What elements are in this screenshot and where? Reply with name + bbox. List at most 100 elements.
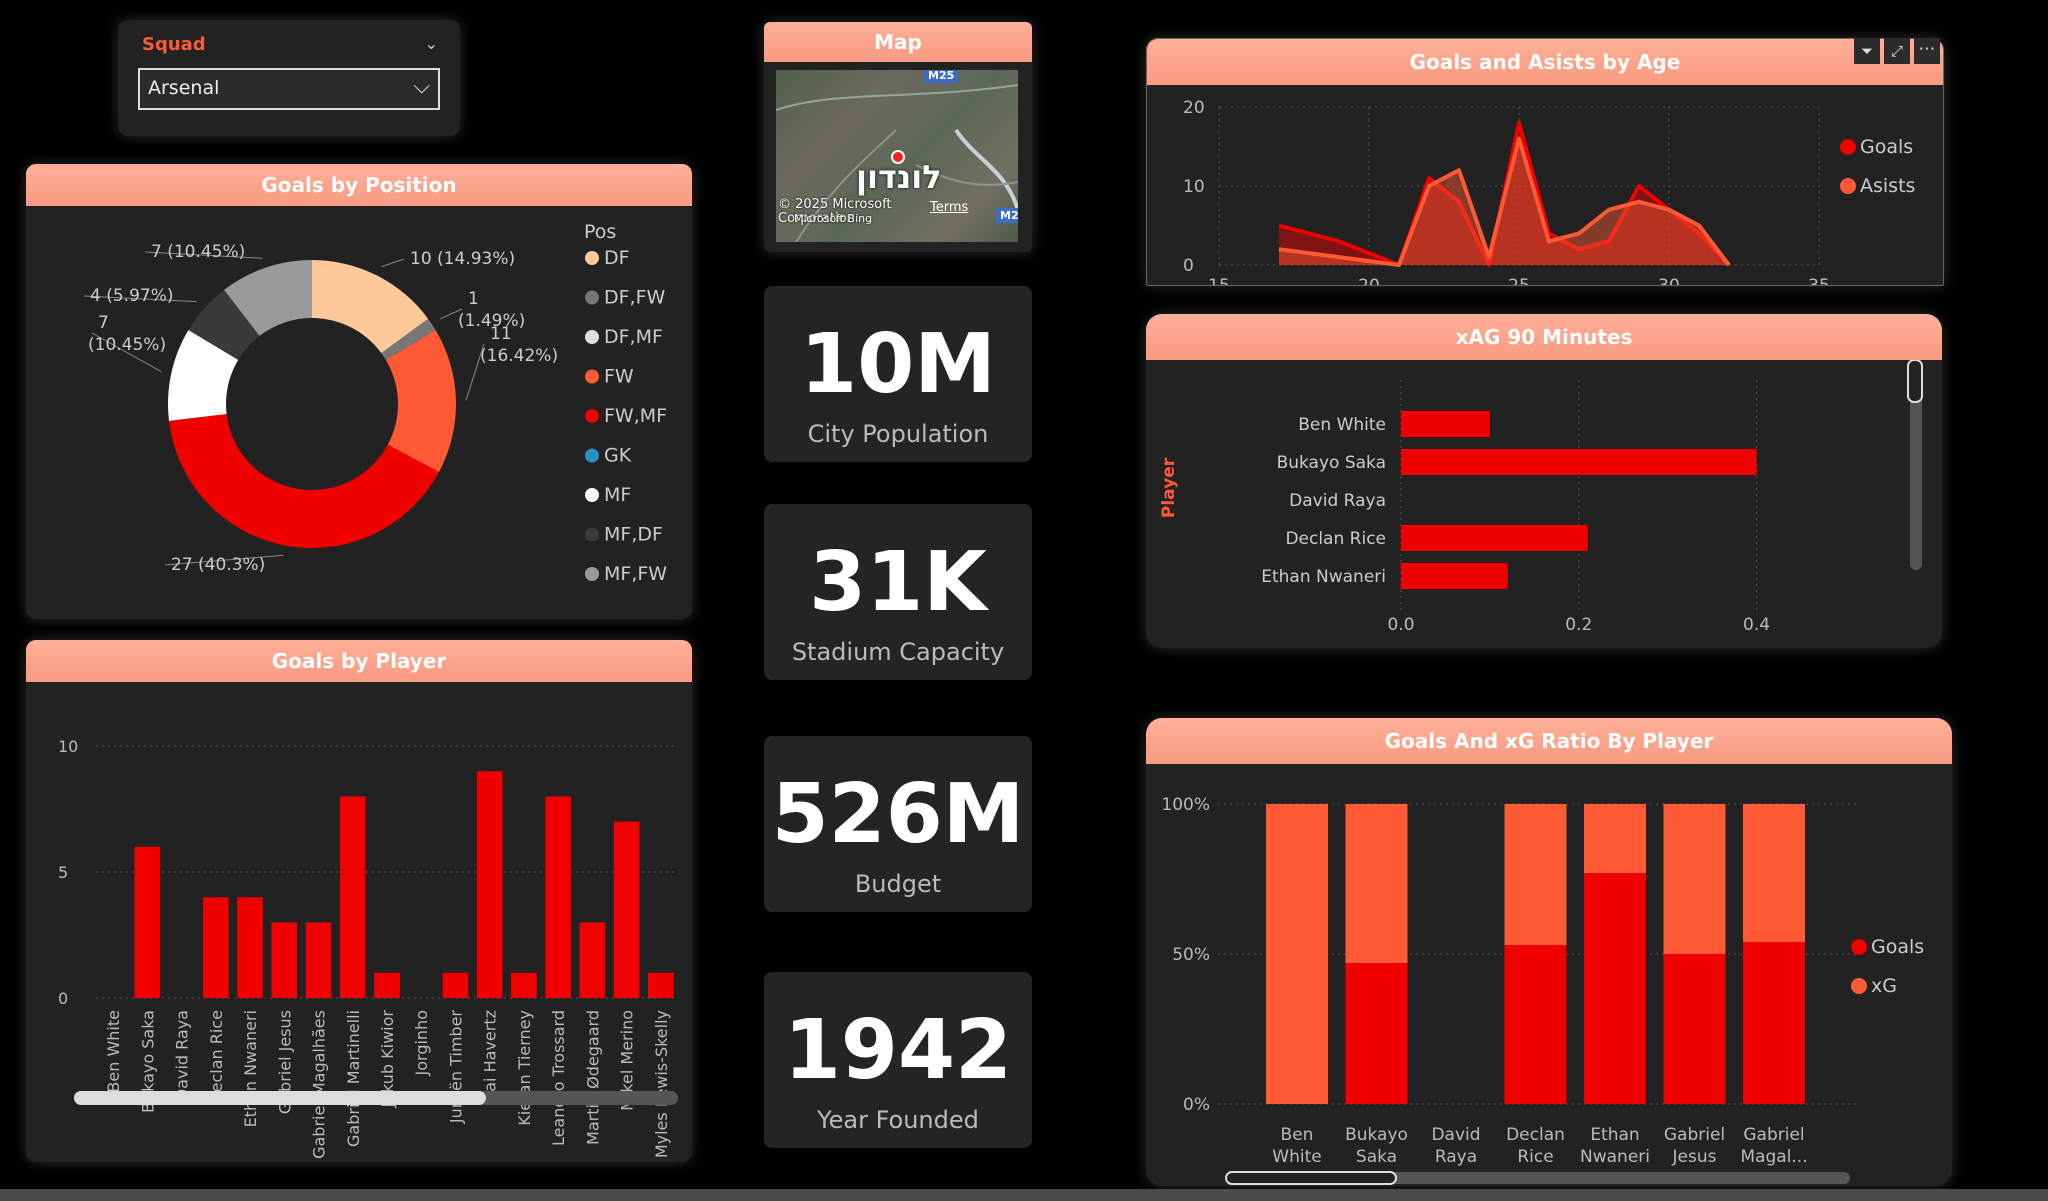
legend-swatch bbox=[585, 488, 599, 502]
x-tick-label-line1: Bukayo bbox=[1345, 1125, 1408, 1145]
squad-dropdown-value: Arsenal bbox=[148, 77, 220, 99]
legend-label: FW bbox=[604, 366, 634, 388]
legend-label: MF,DF bbox=[604, 524, 663, 546]
bar bbox=[545, 796, 572, 998]
goals-assists-by-age-title: Goals and Asists by Age bbox=[1147, 39, 1943, 85]
x-tick-label: 15 bbox=[1208, 276, 1230, 285]
bar-goals bbox=[1663, 954, 1726, 1104]
y-tick-label: 50% bbox=[1172, 945, 1210, 965]
y-axis-label: Player bbox=[1159, 457, 1179, 518]
x-tick-label: 0.2 bbox=[1565, 615, 1592, 635]
kpi-stadium-capacity: 31K Stadium Capacity bbox=[764, 504, 1032, 680]
donut-label-value: 11 bbox=[490, 324, 512, 344]
x-tick-label: Declan Rice bbox=[207, 1010, 226, 1105]
goals-xg-ratio-title: Goals And xG Ratio By Player bbox=[1146, 718, 1952, 764]
y-tick-label: Ethan Nwaneri bbox=[1261, 567, 1386, 587]
x-tick-label-line1: Gabriel bbox=[1664, 1125, 1725, 1145]
x-tick-label: Gabriel Magalhães bbox=[310, 1010, 329, 1159]
legend-swatch bbox=[585, 369, 599, 384]
legend-label: Goals bbox=[1860, 136, 1913, 158]
scrollbar-track bbox=[1910, 360, 1922, 570]
bar bbox=[648, 972, 674, 998]
bar-xg bbox=[1266, 804, 1328, 1104]
y-tick-label: 0% bbox=[1183, 1095, 1210, 1115]
road-label-top: M25 bbox=[924, 70, 959, 83]
donut-slice bbox=[385, 330, 457, 473]
legend-swatch bbox=[585, 527, 599, 542]
donut-slice bbox=[168, 330, 239, 421]
legend-swatch bbox=[585, 409, 599, 423]
leader-line bbox=[465, 343, 485, 401]
kpi-value: 10M bbox=[800, 317, 996, 412]
legend-label: MF bbox=[604, 484, 631, 506]
slicer-collapse-icon[interactable]: ⌄ bbox=[424, 34, 438, 53]
visual-toolbar: ⏷ ⤢ ⋯ bbox=[1854, 38, 1940, 64]
kpi-label: City Population bbox=[807, 420, 989, 448]
map-panel: Map M25 M20 לונדון © 2025 Microsoft Corp… bbox=[764, 22, 1032, 252]
map-bing-logo: Microsoft Bing bbox=[794, 212, 873, 225]
donut-label-value: 1 bbox=[468, 289, 479, 309]
bar-xg bbox=[1663, 804, 1726, 954]
x-tick-label: Jurriën Timber bbox=[446, 1010, 465, 1125]
x-tick-label-line1: David bbox=[1431, 1125, 1480, 1145]
filter-icon[interactable]: ⏷ bbox=[1854, 38, 1880, 64]
location-pin-icon[interactable] bbox=[891, 150, 905, 164]
donut-label-value: 7 bbox=[98, 313, 109, 333]
bar bbox=[476, 771, 503, 998]
donut-slice bbox=[168, 414, 439, 548]
x-tick-label: 25 bbox=[1508, 276, 1530, 285]
donut-data-label: 4 (5.97%) bbox=[83, 286, 197, 306]
more-options-icon[interactable]: ⋯ bbox=[1914, 38, 1940, 64]
focus-mode-icon[interactable]: ⤢ bbox=[1884, 38, 1910, 64]
leader-line bbox=[440, 308, 463, 320]
map-terms-link[interactable]: Terms bbox=[930, 200, 969, 215]
y-tick-label: 100% bbox=[1161, 795, 1210, 815]
x-tick-label: Myles Lewis-Skelly bbox=[652, 1010, 671, 1158]
squad-dropdown[interactable]: Arsenal ⌵ bbox=[138, 68, 440, 110]
xag-90-chart: 0.0 0.2 0.4 Ben White Bukayo Saka David Raya D… bbox=[1159, 360, 1923, 635]
y-tick-label: 0 bbox=[1183, 256, 1194, 276]
goals-assists-by-age-panel: Goals and Asists by Age 0 10 20 15 20 25 30 35 G… bbox=[1146, 38, 1944, 286]
goals-by-player-panel: Goals by Player 0 5 10 Ben White Bukayo Saka… bbox=[26, 640, 692, 1162]
bar bbox=[202, 897, 229, 998]
donut-slice bbox=[381, 318, 436, 360]
legend-label: Goals bbox=[1871, 936, 1924, 958]
legend-label: FW,MF bbox=[604, 405, 667, 427]
goals-xg-ratio-panel: Goals And xG Ratio By Player 0% 50% 100% Be… bbox=[1146, 718, 1952, 1186]
scrollbar-thumb[interactable] bbox=[74, 1091, 486, 1105]
bar bbox=[134, 846, 161, 998]
x-tick-label: Kai Havertz bbox=[481, 1010, 500, 1102]
y-tick-label: 0 bbox=[58, 989, 68, 1008]
legend-label: xG bbox=[1871, 975, 1897, 997]
legend-swatch bbox=[585, 251, 599, 265]
chevron-down-icon: ⌵ bbox=[413, 74, 430, 99]
x-tick-label: 20 bbox=[1358, 276, 1380, 285]
x-tick-label: Ben White bbox=[104, 1010, 123, 1093]
legend-label: MF,FW bbox=[604, 563, 667, 585]
donut-data-label: 10 (14.93%) bbox=[381, 249, 515, 269]
bar-goals bbox=[1504, 945, 1567, 1104]
y-tick-label: Declan Rice bbox=[1285, 529, 1386, 549]
x-tick-label: David Raya bbox=[173, 1010, 192, 1101]
bar-goals bbox=[1345, 963, 1408, 1104]
kpi-value: 1942 bbox=[783, 1003, 1013, 1098]
slicer-title: Squad bbox=[142, 34, 206, 55]
scrollbar-thumb[interactable] bbox=[1907, 360, 1923, 403]
y-tick-label: 10 bbox=[1183, 177, 1205, 197]
bar bbox=[339, 796, 366, 998]
scrollbar-thumb[interactable] bbox=[1225, 1171, 1397, 1185]
donut-data-label: 11(16.42%) bbox=[465, 324, 558, 401]
map-city-label: לונדון bbox=[856, 158, 942, 196]
donut-slice bbox=[188, 289, 260, 360]
x-tick-label: Jakub Kiwior bbox=[378, 1010, 397, 1109]
kpi-budget: 526M Budget bbox=[764, 736, 1032, 912]
bar bbox=[374, 972, 400, 998]
map-title: Map bbox=[764, 22, 1032, 62]
map-tile[interactable]: M25 M20 לונדון © 2025 Microsoft Corporat… bbox=[776, 70, 1018, 242]
bar bbox=[237, 897, 263, 998]
x-tick-label-line2: Rice bbox=[1517, 1147, 1553, 1167]
x-tick-label: Leandro Trossard bbox=[549, 1010, 568, 1146]
x-tick-label: Gabriel Jesus bbox=[275, 1010, 294, 1114]
leader-line bbox=[83, 295, 197, 303]
